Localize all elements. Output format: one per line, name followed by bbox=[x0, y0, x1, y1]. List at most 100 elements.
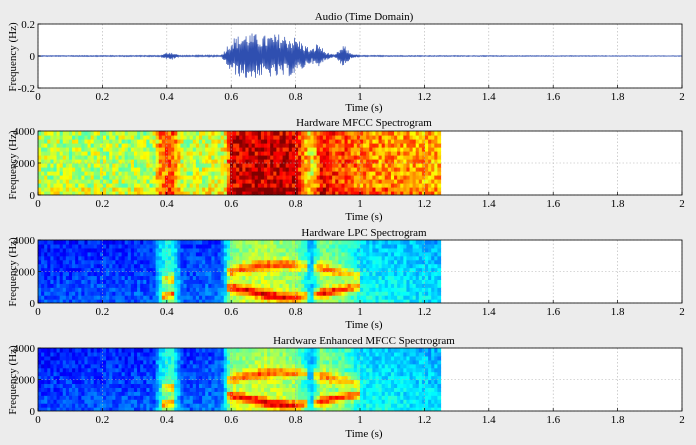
spectrogram-cell bbox=[164, 247, 169, 253]
spectrogram-cell bbox=[208, 267, 212, 273]
spectrogram-cell bbox=[226, 299, 231, 303]
spectrogram-cell bbox=[381, 167, 386, 172]
spectrogram-cell bbox=[161, 183, 166, 188]
spectrogram-cell bbox=[155, 191, 160, 195]
spectrogram-cell bbox=[329, 171, 333, 176]
spectrogram-cell bbox=[229, 131, 234, 136]
spectrogram-cell bbox=[217, 175, 222, 180]
spectrogram-cell bbox=[93, 351, 98, 357]
spectrogram-cell bbox=[211, 183, 216, 188]
spectrogram-cell bbox=[369, 147, 373, 152]
spectrogram-cell bbox=[137, 267, 141, 273]
spectrogram-cell bbox=[353, 167, 358, 172]
spectrogram-cell bbox=[301, 251, 305, 257]
spectrogram-cell bbox=[421, 243, 426, 249]
spectrogram-cell bbox=[217, 159, 222, 164]
spectrogram-cell bbox=[273, 135, 278, 140]
spectrogram-cell bbox=[127, 367, 132, 373]
spectrogram-cell bbox=[298, 247, 302, 253]
spectrogram-cell bbox=[50, 351, 55, 357]
spectrogram-cell bbox=[254, 171, 259, 176]
spectrogram-cell bbox=[143, 395, 147, 400]
spectrogram-cell bbox=[276, 131, 281, 136]
spectrogram-cell bbox=[233, 139, 237, 144]
spectrogram-cell bbox=[369, 259, 373, 265]
spectrogram-cell bbox=[282, 179, 287, 184]
spectrogram-cell bbox=[140, 263, 144, 269]
spectrogram-cell bbox=[75, 251, 79, 257]
spectrogram-cell bbox=[124, 371, 129, 377]
spectrogram-cell bbox=[273, 259, 278, 265]
spectrogram-cell bbox=[72, 371, 76, 377]
spectrogram-cell bbox=[412, 187, 417, 192]
spectrogram-cell bbox=[161, 348, 166, 353]
spectrogram-cell bbox=[267, 151, 271, 156]
spectrogram-cell bbox=[140, 375, 144, 381]
spectrogram-cell bbox=[81, 283, 86, 288]
spectrogram-cell bbox=[112, 383, 117, 388]
spectrogram-cell bbox=[47, 243, 51, 249]
spectrogram-cell bbox=[251, 171, 256, 176]
spectrogram-cell bbox=[47, 163, 51, 168]
spectrogram-cell bbox=[329, 155, 333, 160]
spectrogram-cell bbox=[72, 143, 76, 148]
spectrogram-cell bbox=[50, 387, 55, 392]
spectrogram-cell bbox=[195, 151, 200, 156]
spectrogram-cell bbox=[421, 191, 426, 195]
spectrogram-cell bbox=[38, 287, 42, 292]
spectrogram-cell bbox=[130, 259, 135, 265]
spectrogram-cell bbox=[177, 299, 182, 303]
spectrogram-cell bbox=[242, 131, 247, 136]
spectrogram-cell bbox=[103, 139, 107, 144]
spectrogram-cell bbox=[103, 240, 107, 245]
spectrogram-cell bbox=[59, 391, 64, 396]
spectrogram-cell bbox=[344, 147, 349, 152]
spectrogram-cell bbox=[205, 175, 209, 180]
spectrogram-cell bbox=[298, 131, 302, 136]
spectrogram-cell bbox=[325, 167, 330, 172]
spectrogram-cell bbox=[68, 167, 73, 172]
spectrogram-cell bbox=[149, 363, 154, 369]
spectrogram-cell bbox=[158, 348, 163, 353]
spectrogram-cell bbox=[372, 131, 377, 136]
spectrogram-cell bbox=[121, 351, 126, 357]
spectrogram-cell bbox=[130, 263, 135, 269]
spectrogram-cell bbox=[397, 167, 401, 172]
spectrogram-cell bbox=[431, 151, 435, 156]
spectrogram-cell bbox=[260, 247, 265, 253]
spectrogram-cell bbox=[171, 267, 175, 273]
spectrogram-cell bbox=[254, 240, 259, 245]
spectrogram-cell bbox=[109, 163, 113, 168]
spectrogram-cell bbox=[53, 267, 58, 273]
spectrogram-cell bbox=[127, 263, 132, 269]
spectrogram-cell bbox=[366, 247, 370, 253]
spectrogram-cell bbox=[133, 155, 138, 160]
x-axis-label: Time (s) bbox=[345, 211, 383, 223]
spectrogram-cell bbox=[96, 371, 101, 377]
spectrogram-cell bbox=[84, 263, 89, 269]
spectrogram-cell bbox=[245, 155, 250, 160]
spectrogram-cell bbox=[421, 287, 426, 292]
spectrogram-cell bbox=[353, 175, 358, 180]
spectrogram-cell bbox=[115, 375, 120, 381]
spectrogram-cell bbox=[137, 383, 141, 388]
spectrogram-cell bbox=[130, 279, 135, 284]
spectrogram-cell bbox=[325, 299, 330, 303]
spectrogram-cell bbox=[65, 363, 70, 369]
spectrogram-cell bbox=[205, 255, 209, 261]
spectrogram-cell bbox=[353, 263, 358, 269]
spectrogram-cell bbox=[121, 151, 126, 156]
spectrogram-cell bbox=[363, 171, 367, 176]
spectrogram-cell bbox=[214, 139, 219, 144]
spectrogram-cell bbox=[211, 243, 216, 249]
spectrogram-cell bbox=[183, 171, 188, 176]
spectrogram-cell bbox=[146, 383, 151, 388]
spectrogram-cell bbox=[143, 291, 147, 296]
spectrogram-cell bbox=[127, 175, 132, 180]
spectrogram-cell bbox=[329, 179, 333, 184]
spectrogram-cell bbox=[245, 251, 250, 257]
spectrogram-cell bbox=[375, 279, 380, 284]
spectrogram-cell bbox=[239, 167, 243, 172]
spectrogram-cell bbox=[316, 283, 321, 288]
spectrogram-cell bbox=[363, 167, 367, 172]
